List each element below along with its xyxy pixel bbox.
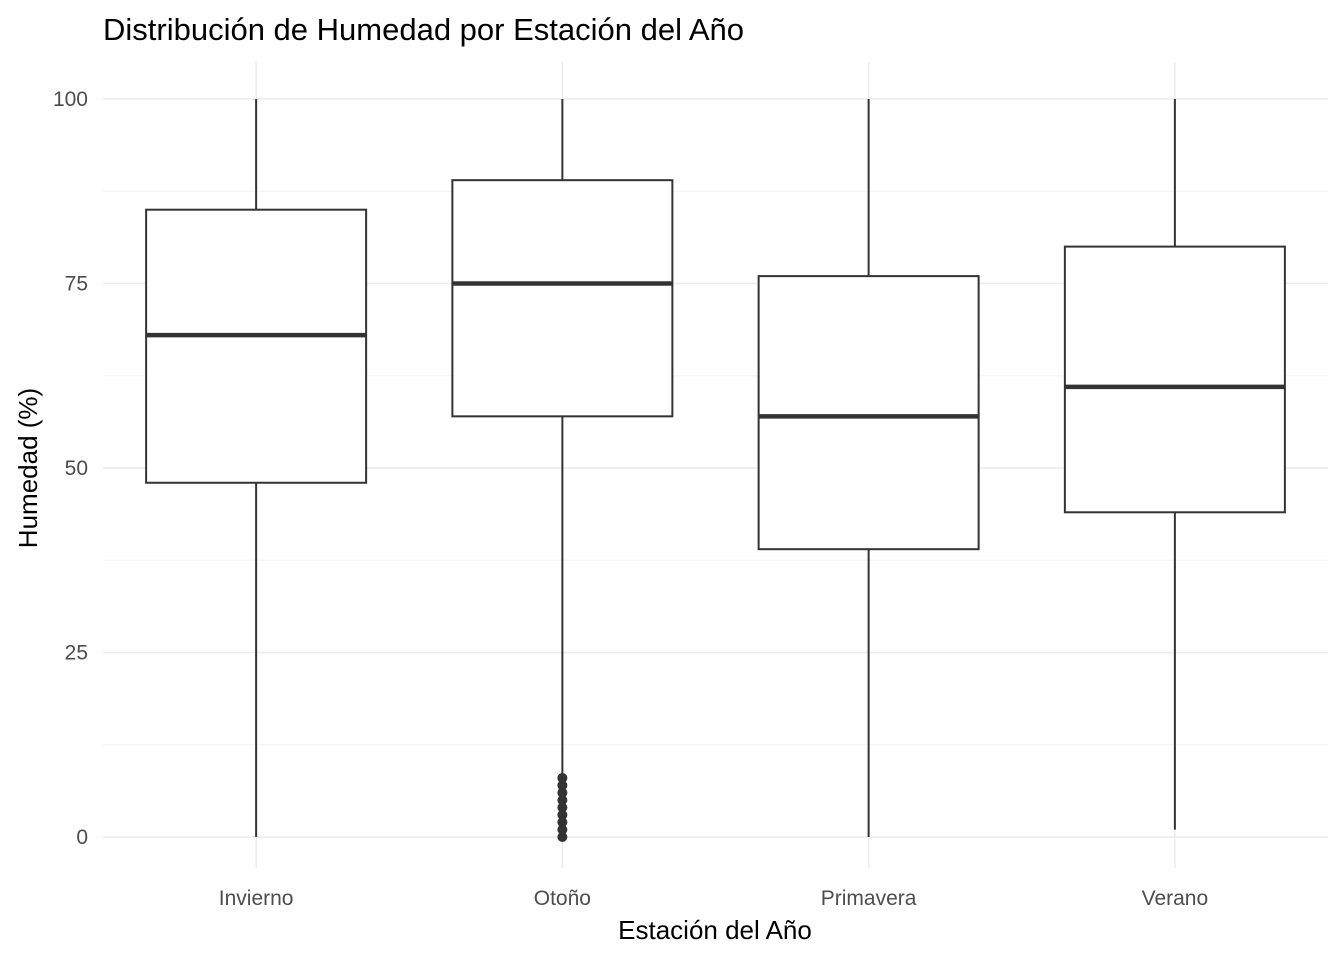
box-iqr — [757, 275, 980, 551]
y-axis-title: Humedad (%) — [13, 388, 43, 548]
outlier-point — [557, 802, 568, 813]
plot-marks — [145, 99, 1286, 842]
outlier-point — [557, 795, 568, 806]
outlier-point — [557, 772, 568, 783]
y-tick-label: 75 — [65, 273, 88, 296]
outlier-point — [557, 787, 568, 798]
box-iqr — [1063, 245, 1286, 514]
chart-title: Distribución de Humedad por Estación del… — [103, 12, 744, 47]
y-tick-label: 25 — [65, 642, 88, 665]
y-tick-label: 50 — [65, 457, 88, 480]
box-Verano — [1063, 99, 1286, 830]
outlier-point — [557, 809, 568, 820]
outlier-point — [557, 832, 568, 842]
outlier-point — [557, 780, 568, 791]
box-iqr — [451, 179, 674, 418]
x-tick-label: Primavera — [821, 887, 917, 910]
y-tick-label: 100 — [53, 88, 88, 111]
box-Invierno — [145, 99, 368, 837]
outlier-point — [557, 824, 568, 835]
y-axis-ticks: 0 25 50 75 100 — [53, 88, 88, 849]
box-Otoño — [451, 99, 674, 842]
x-tick-label: Verano — [1142, 887, 1209, 910]
x-tick-label: Invierno — [219, 887, 294, 910]
y-tick-label: 0 — [76, 826, 88, 849]
x-tick-label: Otoño — [534, 887, 591, 910]
box-Primavera — [757, 99, 980, 837]
outlier-point — [557, 817, 568, 828]
x-axis-title: Estación del Año — [618, 915, 812, 945]
x-axis-ticks: Invierno Otoño Primavera Verano — [219, 887, 1208, 910]
box-iqr — [145, 208, 368, 484]
